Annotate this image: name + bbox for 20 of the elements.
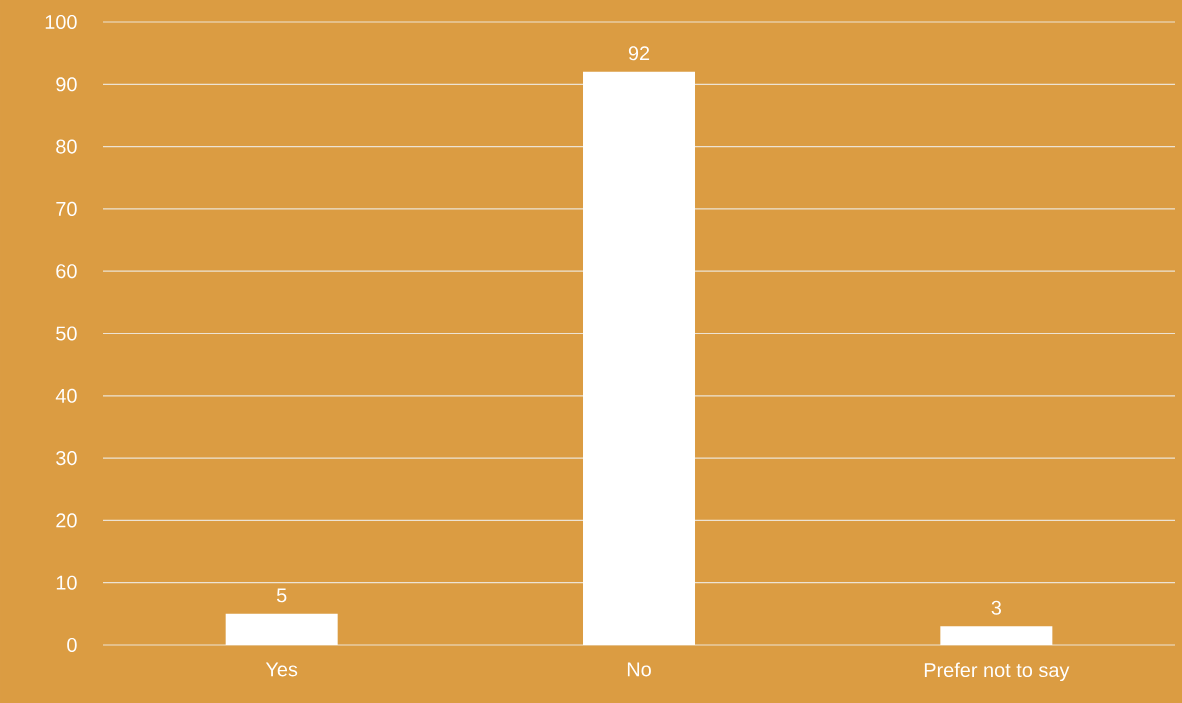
bar	[583, 71, 696, 645]
y-tick-label: 10	[56, 575, 77, 590]
y-tick-label: 90	[56, 77, 77, 92]
y-tick-label: 80	[56, 139, 77, 154]
data-label: 3	[991, 600, 1002, 615]
x-tick-label: Prefer not to say	[924, 662, 1070, 682]
y-tick-label: 0	[67, 637, 77, 653]
y-tick-label: 40	[55, 388, 77, 403]
data-label: 92	[628, 46, 650, 61]
y-tick-label: 50	[56, 326, 77, 341]
y-tick-label: 70	[56, 201, 77, 216]
y-tick-label: 100	[45, 14, 77, 30]
bar	[225, 613, 338, 645]
y-tick-label: 30	[56, 451, 77, 466]
data-label: 5	[276, 588, 287, 603]
y-tick-label: 20	[56, 513, 77, 528]
bar	[940, 626, 1053, 645]
x-tick-label: Yes	[265, 662, 298, 677]
x-tick-label: No	[627, 662, 651, 677]
y-tick-label: 60	[56, 264, 77, 279]
